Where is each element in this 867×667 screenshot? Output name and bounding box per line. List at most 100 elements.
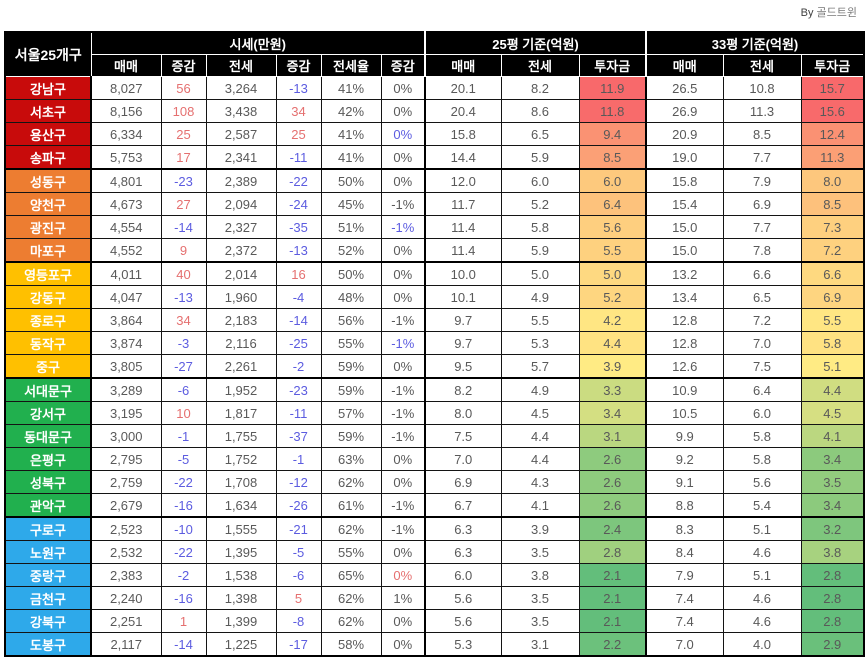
cell-p25-jeonse: 3.5 (500, 540, 580, 564)
district-cell: 종로구 (4, 308, 92, 332)
cell-jeonse-change: -8 (275, 609, 322, 633)
cell-p33-jeonse: 4.0 (722, 632, 802, 657)
table-row: 서대문구 3,289 -6 1,952 -23 59% -1% 8.2 4.9 3.3 10.9 6.… (4, 377, 865, 402)
cell-p25-sale: 6.7 (424, 493, 502, 518)
cell-jeonse-price: 2,372 (205, 238, 277, 263)
cell-jeonse-change: 16 (275, 261, 322, 286)
cell-jeonse-change: -13 (275, 76, 322, 100)
cell-jeonse-ratio: 59% (320, 377, 382, 402)
cell-jeonse-change: -24 (275, 192, 322, 216)
cell-p33-jeonse: 7.7 (722, 145, 802, 170)
cell-sale-price: 2,117 (90, 632, 162, 657)
cell-ratio-change: -1% (380, 377, 426, 402)
cell-sale-price: 4,047 (90, 285, 162, 309)
cell-p33-jeonse: 7.0 (722, 331, 802, 355)
cell-p33-sale: 9.2 (645, 447, 724, 471)
cell-ratio-change: 0% (380, 447, 426, 471)
cell-jeonse-change: -2 (275, 354, 322, 379)
cell-p33-invest: 5.8 (800, 331, 865, 355)
cell-p25-jeonse: 8.6 (500, 99, 580, 123)
cell-jeonse-ratio: 51% (320, 215, 382, 239)
cell-jeonse-price: 2,389 (205, 168, 277, 193)
table-row: 강남구 8,027 56 3,264 -13 41% 0% 20.1 8.2 11.9 26.5 10… (4, 76, 865, 100)
district-cell: 강남구 (4, 76, 92, 100)
cell-p33-sale: 9.9 (645, 424, 724, 448)
cell-jeonse-price: 1,752 (205, 447, 277, 471)
cell-p33-invest: 6.9 (800, 285, 865, 309)
cell-jeonse-change: -14 (275, 308, 322, 332)
cell-p33-sale: 12.6 (645, 354, 724, 379)
cell-p25-invest: 11.9 (578, 76, 647, 100)
credit-by-label: By (800, 7, 814, 19)
cell-p25-invest: 3.9 (578, 354, 647, 379)
cell-jeonse-price: 2,327 (205, 215, 277, 239)
cell-jeonse-price: 1,538 (205, 563, 277, 587)
cell-jeonse-ratio: 50% (320, 168, 382, 193)
cell-p25-invest: 5.0 (578, 261, 647, 286)
cell-p33-jeonse: 6.9 (722, 192, 802, 216)
cell-jeonse-ratio: 42% (320, 99, 382, 123)
cell-sale-price: 2,240 (90, 586, 162, 610)
cell-jeonse-ratio: 58% (320, 632, 382, 657)
cell-p33-jeonse: 6.0 (722, 401, 802, 425)
district-cell: 중구 (4, 354, 92, 379)
cell-sale-change: 27 (160, 192, 207, 216)
district-cell: 광진구 (4, 215, 92, 239)
cell-p25-sale: 7.0 (424, 447, 502, 471)
cell-p33-invest: 8.0 (800, 168, 865, 193)
table-row: 영등포구 4,011 40 2,014 16 50% 0% 10.0 5.0 5.0 13.2 6.6… (4, 261, 865, 286)
cell-p33-jeonse: 5.8 (722, 424, 802, 448)
cell-ratio-change: -1% (380, 424, 426, 448)
cell-sale-change: -1 (160, 424, 207, 448)
cell-ratio-change: -1% (380, 493, 426, 518)
cell-p25-sale: 14.4 (424, 145, 502, 170)
cell-p33-sale: 10.9 (645, 377, 724, 402)
cell-sale-change: 1 (160, 609, 207, 633)
cell-ratio-change: 0% (380, 470, 426, 494)
cell-sale-price: 4,801 (90, 168, 162, 193)
cell-sale-price: 2,532 (90, 540, 162, 564)
group-header-33pyeong: 33평 기준(억원) (645, 31, 865, 55)
cell-p33-jeonse: 5.1 (722, 516, 802, 541)
cell-p33-sale: 15.4 (645, 192, 724, 216)
district-cell: 금천구 (4, 586, 92, 610)
cell-jeonse-ratio: 59% (320, 354, 382, 379)
cell-p33-invest: 15.6 (800, 99, 865, 123)
cell-p25-sale: 6.3 (424, 516, 502, 541)
cell-p25-invest: 3.4 (578, 401, 647, 425)
cell-sale-price: 2,759 (90, 470, 162, 494)
col-header-jeonse-ratio: 전세율 (320, 54, 382, 77)
district-cell: 도봉구 (4, 632, 92, 657)
table-header: 서울25개구 시세(만원) 25평 기준(억원) 33평 기준(억원) 매매 증… (4, 31, 865, 77)
district-cell: 은평구 (4, 447, 92, 471)
cell-jeonse-change: -12 (275, 470, 322, 494)
district-cell: 중랑구 (4, 563, 92, 587)
cell-p33-invest: 5.1 (800, 354, 865, 379)
cell-p25-jeonse: 4.3 (500, 470, 580, 494)
cell-jeonse-change: -26 (275, 493, 322, 518)
cell-p33-sale: 7.4 (645, 586, 724, 610)
cell-jeonse-ratio: 65% (320, 563, 382, 587)
cell-jeonse-change: -5 (275, 540, 322, 564)
cell-p33-invest: 15.7 (800, 76, 865, 100)
table-row: 양천구 4,673 27 2,094 -24 45% -1% 11.7 5.2 6.4 15.4 6.… (4, 192, 865, 216)
cell-jeonse-price: 1,398 (205, 586, 277, 610)
cell-p33-invest: 4.4 (800, 377, 865, 402)
cell-jeonse-price: 1,952 (205, 377, 277, 402)
cell-sale-change: 9 (160, 238, 207, 263)
cell-p25-jeonse: 4.1 (500, 493, 580, 518)
col-header-sale-change: 증감 (160, 54, 207, 77)
cell-jeonse-price: 2,116 (205, 331, 277, 355)
cell-jeonse-change: -21 (275, 516, 322, 541)
cell-ratio-change: 0% (380, 354, 426, 379)
table-row: 중구 3,805 -27 2,261 -2 59% 0% 9.5 5.7 3.9 12.6 7.5 5.… (4, 354, 865, 379)
cell-p33-sale: 13.4 (645, 285, 724, 309)
cell-p33-invest: 7.3 (800, 215, 865, 239)
col-header-sale-price: 매매 (90, 54, 162, 77)
cell-p25-sale: 6.3 (424, 540, 502, 564)
cell-sale-price: 2,251 (90, 609, 162, 633)
cell-p33-jeonse: 6.5 (722, 285, 802, 309)
district-cell: 관악구 (4, 493, 92, 518)
cell-ratio-change: 0% (380, 609, 426, 633)
cell-ratio-change: 0% (380, 122, 426, 146)
